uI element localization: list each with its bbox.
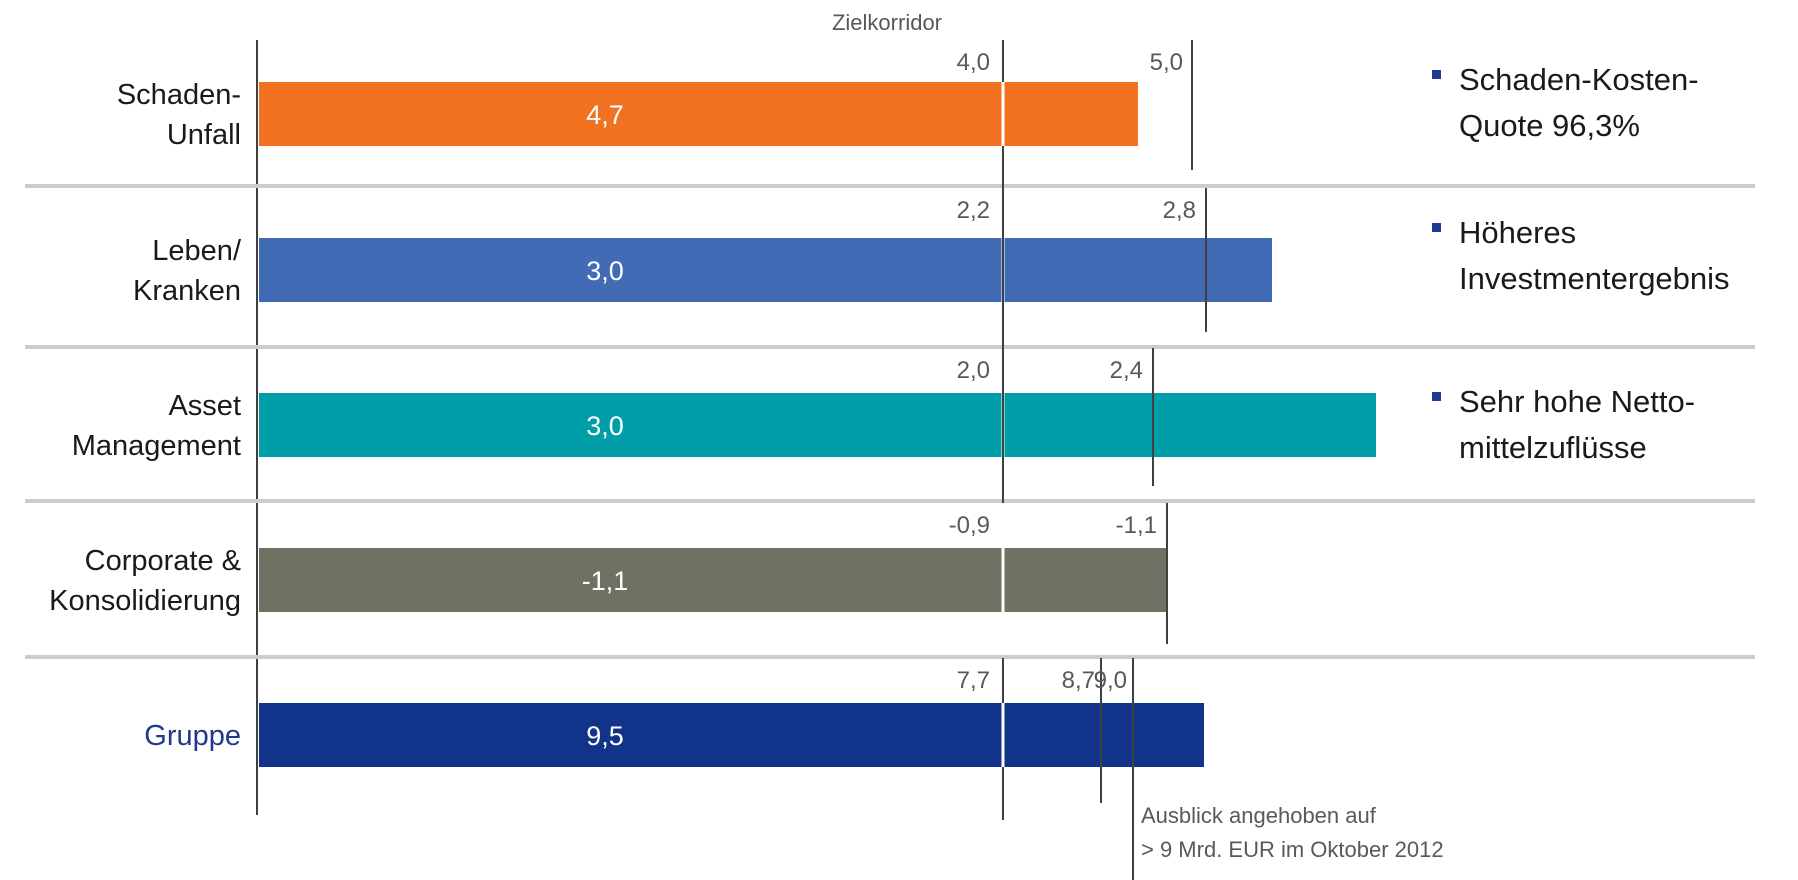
bar-value-label: 3,0 <box>586 256 624 286</box>
target-label: 5,0 <box>1150 49 1183 76</box>
category-label: Konsolidierung <box>49 585 241 617</box>
bar-value-label: -1,1 <box>582 566 629 596</box>
target-label: 8,7 <box>1062 667 1095 694</box>
bullet-square-icon <box>1432 392 1441 401</box>
bullet-text: Investmentergebnis <box>1459 261 1730 296</box>
target-label: -0,9 <box>949 512 990 539</box>
category-label: Unfall <box>167 119 241 151</box>
category-label: Gruppe <box>144 720 241 752</box>
bar-value-label: 3,0 <box>586 411 624 441</box>
bar <box>259 548 1167 612</box>
annotation-text: > 9 Mrd. EUR im Oktober 2012 <box>1141 837 1444 862</box>
bullet-text: Schaden-Kosten- <box>1459 62 1699 97</box>
bullet-text: Höheres <box>1459 215 1576 250</box>
target-label: -1,1 <box>1116 512 1157 539</box>
reference-label: Zielkorridor <box>832 10 942 35</box>
category-label: Asset <box>168 390 241 422</box>
bar <box>259 238 1272 302</box>
bar <box>259 82 1138 146</box>
bullet-square-icon <box>1432 70 1441 79</box>
bullet-text: Sehr hohe Netto- <box>1459 384 1695 419</box>
target-label: 2,2 <box>957 197 990 224</box>
target-label: 4,0 <box>957 49 990 76</box>
category-label: Management <box>72 430 241 462</box>
bar-value-label: 4,7 <box>586 100 624 130</box>
target-label: 2,8 <box>1163 197 1196 224</box>
bullet-square-icon <box>1432 223 1441 232</box>
bar <box>259 393 1376 457</box>
target-label: 9,0 <box>1094 667 1127 694</box>
category-label: Corporate & <box>85 545 241 577</box>
target-label: 2,4 <box>1110 357 1143 384</box>
bullet-text: mittelzuflüsse <box>1459 430 1647 465</box>
target-label: 7,7 <box>957 667 990 694</box>
bar-value-label: 9,5 <box>586 721 624 751</box>
category-label: Leben/ <box>152 235 242 267</box>
category-label: Kranken <box>133 275 241 307</box>
annotation-text: Ausblick angehoben auf <box>1141 803 1377 828</box>
bullet-text: Quote 96,3% <box>1459 108 1640 143</box>
bar <box>259 703 1204 767</box>
category-label: Schaden- <box>117 79 241 111</box>
target-label: 2,0 <box>957 357 990 384</box>
